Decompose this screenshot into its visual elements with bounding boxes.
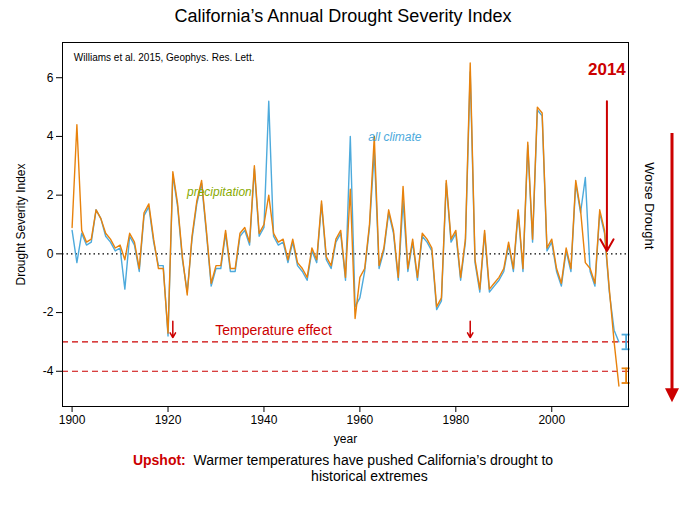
svg-text:1920: 1920: [155, 413, 182, 427]
svg-text:1960: 1960: [347, 413, 374, 427]
svg-text:Temperature effect: Temperature effect: [215, 322, 332, 338]
svg-text:Worse Drought: Worse Drought: [642, 162, 657, 250]
svg-text:6: 6: [47, 71, 54, 85]
svg-text:year: year: [334, 432, 357, 446]
svg-text:0: 0: [47, 247, 54, 261]
svg-text:2000: 2000: [538, 413, 565, 427]
svg-text:Drought Severity Index: Drought Severity Index: [14, 163, 28, 285]
svg-text:Williams et al. 2015, Geophys.: Williams et al. 2015, Geophys. Res. Lett…: [74, 52, 255, 63]
svg-text:2: 2: [47, 188, 54, 202]
svg-text:all climate: all climate: [368, 130, 422, 144]
html-text:California’s Annual Drought Se: California’s Annual Drought Severity Ind…: [174, 6, 512, 26]
svg-text:-4: -4: [43, 364, 54, 378]
svg-text:1900: 1900: [59, 413, 86, 427]
svg-text:precipitation: precipitation: [186, 185, 252, 199]
svg-text:2014: 2014: [588, 60, 626, 79]
svg-text:1980: 1980: [442, 413, 469, 427]
svg-text:-2: -2: [43, 305, 54, 319]
html-text:Upshot: Warmer temperatures ha: Upshot: Warmer temperatures have pushed …: [132, 452, 554, 484]
svg-text:4: 4: [47, 129, 54, 143]
svg-text:1940: 1940: [251, 413, 278, 427]
